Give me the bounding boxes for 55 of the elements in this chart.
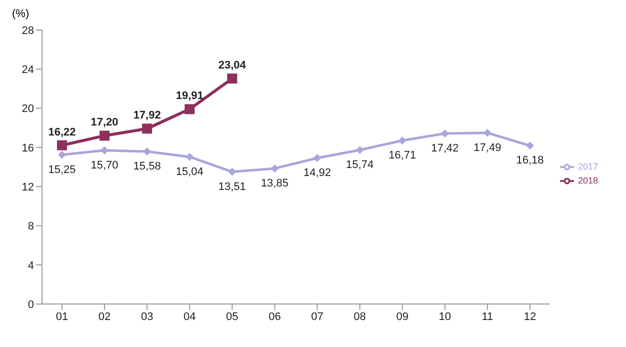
- x-tick-label: 06: [268, 310, 281, 323]
- x-tick-label: 04: [184, 310, 196, 323]
- data-label: 15,25: [48, 164, 76, 176]
- x-tick-label: 12: [524, 310, 536, 323]
- point: [270, 164, 279, 172]
- y-tick-label: 8: [28, 220, 34, 233]
- data-label: 17,92: [133, 110, 161, 122]
- point: [227, 74, 238, 84]
- data-label: 13,85: [260, 177, 288, 190]
- data-label: 17,49: [474, 142, 502, 154]
- point: [526, 142, 534, 150]
- x-tick-label: 05: [226, 310, 238, 323]
- x-tick-label: 01: [56, 310, 68, 323]
- point: [440, 130, 449, 138]
- y-tick-label: 4: [28, 260, 34, 272]
- y-axis-title: (%): [12, 8, 30, 20]
- legend-label: 2017: [578, 160, 598, 171]
- x-tick-label: 03: [140, 310, 154, 323]
- data-label: 14,92: [303, 166, 332, 179]
- x-tick-label: 07: [311, 310, 324, 323]
- data-label: 16,22: [48, 126, 76, 138]
- point: [398, 136, 406, 144]
- y-tick-label: 28: [22, 24, 34, 37]
- legend-label: 2018: [578, 174, 598, 185]
- data-label: 15,74: [346, 158, 374, 171]
- point: [184, 104, 195, 114]
- x-tick-label: 11: [482, 310, 494, 323]
- y-tick-label: 0: [28, 298, 34, 311]
- point: [356, 146, 364, 154]
- point: [228, 168, 236, 176]
- x-tick-label: 10: [438, 310, 452, 323]
- y-tick-label: 16: [22, 142, 34, 154]
- data-label: 13,51: [218, 180, 246, 193]
- y-tick-label: 20: [22, 103, 34, 116]
- data-label: 23,04: [218, 60, 247, 72]
- x-tick-label: 02: [98, 310, 111, 323]
- point: [313, 154, 322, 162]
- data-label: 17,20: [90, 116, 118, 129]
- x-tick-label: 09: [396, 310, 408, 323]
- point: [57, 140, 67, 150]
- point: [58, 150, 66, 159]
- data-label: 16,18: [516, 154, 544, 167]
- data-label: 15,04: [176, 166, 204, 178]
- data-label: 17,42: [431, 142, 459, 155]
- data-label: 15,58: [133, 160, 161, 173]
- data-label: 19,91: [176, 90, 204, 102]
- point: [142, 124, 152, 134]
- data-label: 16,71: [388, 149, 416, 162]
- x-tick-label: 08: [354, 310, 366, 323]
- data-label: 15,70: [90, 159, 118, 172]
- point: [143, 148, 152, 156]
- point: [100, 130, 110, 141]
- point: [186, 152, 194, 161]
- y-tick-label: 24: [22, 64, 34, 76]
- y-tick-label: 12: [22, 181, 34, 194]
